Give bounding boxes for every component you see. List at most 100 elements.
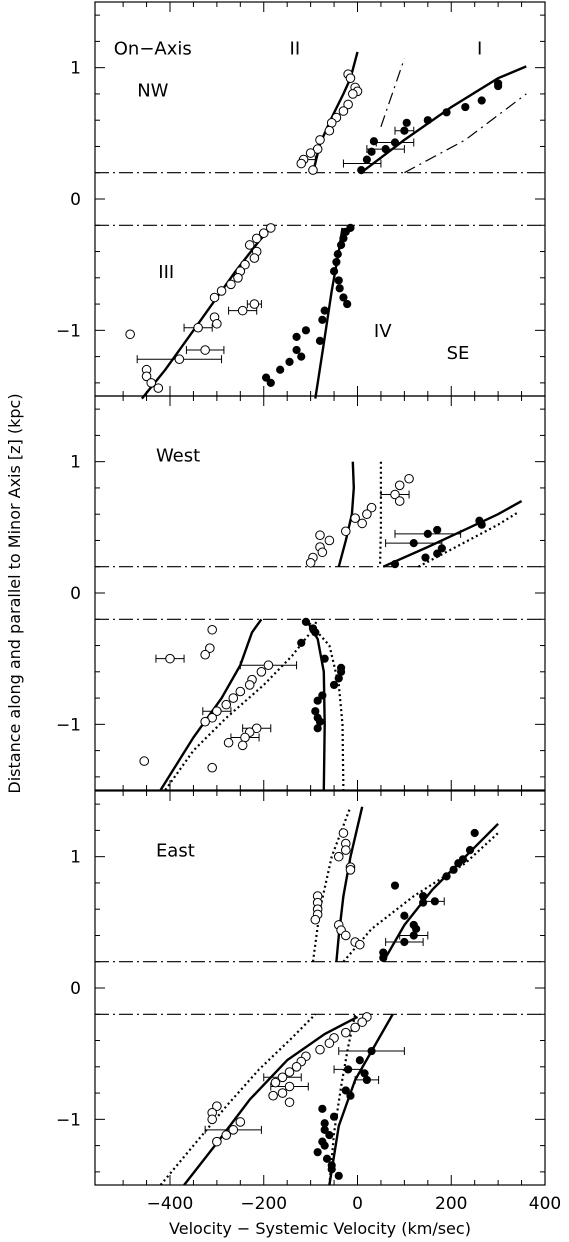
- data-point-filled: [423, 116, 432, 125]
- data-point-open: [146, 378, 157, 388]
- data-point-open: [249, 253, 260, 263]
- data-point-open: [284, 1067, 295, 1077]
- data-point-open: [240, 732, 250, 743]
- data-point-open: [345, 73, 356, 83]
- data-point-open: [350, 1022, 360, 1033]
- data-point-open: [258, 228, 269, 238]
- data-point-filled: [362, 1075, 371, 1085]
- y-tick-label: 1: [70, 59, 81, 79]
- x-tick-label: 200: [435, 1194, 467, 1214]
- data-point-open: [207, 762, 217, 773]
- data-point-open: [340, 845, 351, 855]
- data-point-open: [228, 693, 239, 703]
- y-tick-label: 0: [70, 979, 81, 999]
- data-point-open: [317, 547, 328, 558]
- y-tick-label: 0: [70, 190, 81, 210]
- data-point-open: [200, 716, 210, 727]
- data-point-open: [237, 305, 248, 316]
- data-point-filled: [334, 1171, 343, 1180]
- data-point-open: [212, 1101, 222, 1111]
- data-point-filled: [336, 240, 346, 250]
- data-point-filled: [318, 691, 327, 700]
- data-point-filled: [332, 257, 341, 267]
- data-point-open: [221, 1130, 232, 1140]
- data-point-filled: [276, 365, 285, 374]
- data-point-open: [315, 1044, 325, 1055]
- data-point-open: [284, 1097, 295, 1108]
- panel-label: IV: [374, 321, 392, 342]
- data-point-open: [315, 135, 325, 145]
- data-point-open: [141, 371, 152, 382]
- data-point-open: [404, 473, 414, 484]
- data-point-open: [125, 329, 135, 340]
- data-point-open: [207, 1114, 217, 1125]
- data-point-open: [296, 158, 307, 169]
- data-point-open: [310, 914, 321, 925]
- data-point-filled: [437, 544, 446, 553]
- data-point-open: [355, 939, 365, 950]
- data-point-filled: [327, 1165, 336, 1174]
- model-curve-solid: [382, 822, 499, 963]
- data-point-filled: [320, 654, 329, 663]
- data-point-open: [240, 259, 250, 270]
- data-point-open: [291, 1062, 302, 1072]
- x-tick-labels: −400 −200 0 200 400: [147, 1194, 562, 1214]
- data-point-filled: [400, 937, 409, 947]
- data-point-open: [277, 1088, 288, 1098]
- data-point-filled: [292, 332, 301, 341]
- data-point-filled: [423, 529, 432, 539]
- data-point-filled: [402, 118, 411, 127]
- data-point-filled: [355, 1056, 364, 1065]
- x-tick-label: −400: [147, 1194, 194, 1214]
- data-point-open: [326, 118, 337, 128]
- data-point-open: [207, 624, 217, 635]
- data-point-filled: [477, 520, 486, 529]
- model-curve-solid: [304, 618, 326, 791]
- data-point-filled: [322, 1154, 332, 1163]
- data-point-filled: [409, 920, 418, 930]
- data-point-filled: [266, 378, 275, 387]
- data-point-filled: [357, 166, 366, 175]
- data-point-filled: [400, 126, 409, 135]
- data-point-filled: [367, 1046, 376, 1056]
- data-point-open: [251, 233, 262, 244]
- data-point-open: [333, 851, 344, 862]
- data-point-open: [366, 502, 377, 513]
- data-point-open: [265, 223, 276, 233]
- data-point-filled: [477, 96, 486, 105]
- data-point-open: [315, 530, 325, 541]
- data-point-open: [394, 496, 405, 506]
- model-curve-solid: [183, 1015, 359, 1186]
- model-curve-solid: [140, 227, 272, 400]
- y-tick-label: −1: [56, 321, 81, 341]
- data-point-filled: [419, 891, 428, 901]
- data-point-open: [235, 686, 246, 697]
- data-point-filled: [329, 267, 339, 276]
- data-point-filled: [335, 284, 344, 293]
- panel-label: On−Axis: [114, 39, 192, 60]
- data-point-filled: [261, 373, 271, 382]
- data-point-filled: [334, 674, 343, 683]
- panel-label: SE: [447, 343, 470, 364]
- data-point-filled: [400, 911, 409, 920]
- data-point-filled: [311, 628, 320, 637]
- data-point-open: [394, 480, 405, 491]
- data-point-open: [221, 699, 232, 710]
- data-point-open: [212, 318, 222, 329]
- data-point-open: [305, 557, 316, 568]
- data-point-filled: [292, 345, 301, 355]
- data-point-filled: [449, 865, 458, 874]
- model-curve-solid: [335, 806, 364, 962]
- model-curve-dotted: [164, 618, 319, 791]
- model-curve-dotted: [378, 461, 382, 567]
- data-point-open: [350, 513, 360, 523]
- data-point-open: [139, 756, 150, 766]
- data-point-open: [277, 1072, 288, 1083]
- data-point-open: [165, 653, 175, 664]
- data-point-filled: [344, 1065, 353, 1074]
- data-point-open: [362, 509, 372, 520]
- data-point-filled: [318, 1104, 327, 1113]
- data-point-filled: [369, 137, 379, 146]
- data-point-open: [212, 706, 222, 717]
